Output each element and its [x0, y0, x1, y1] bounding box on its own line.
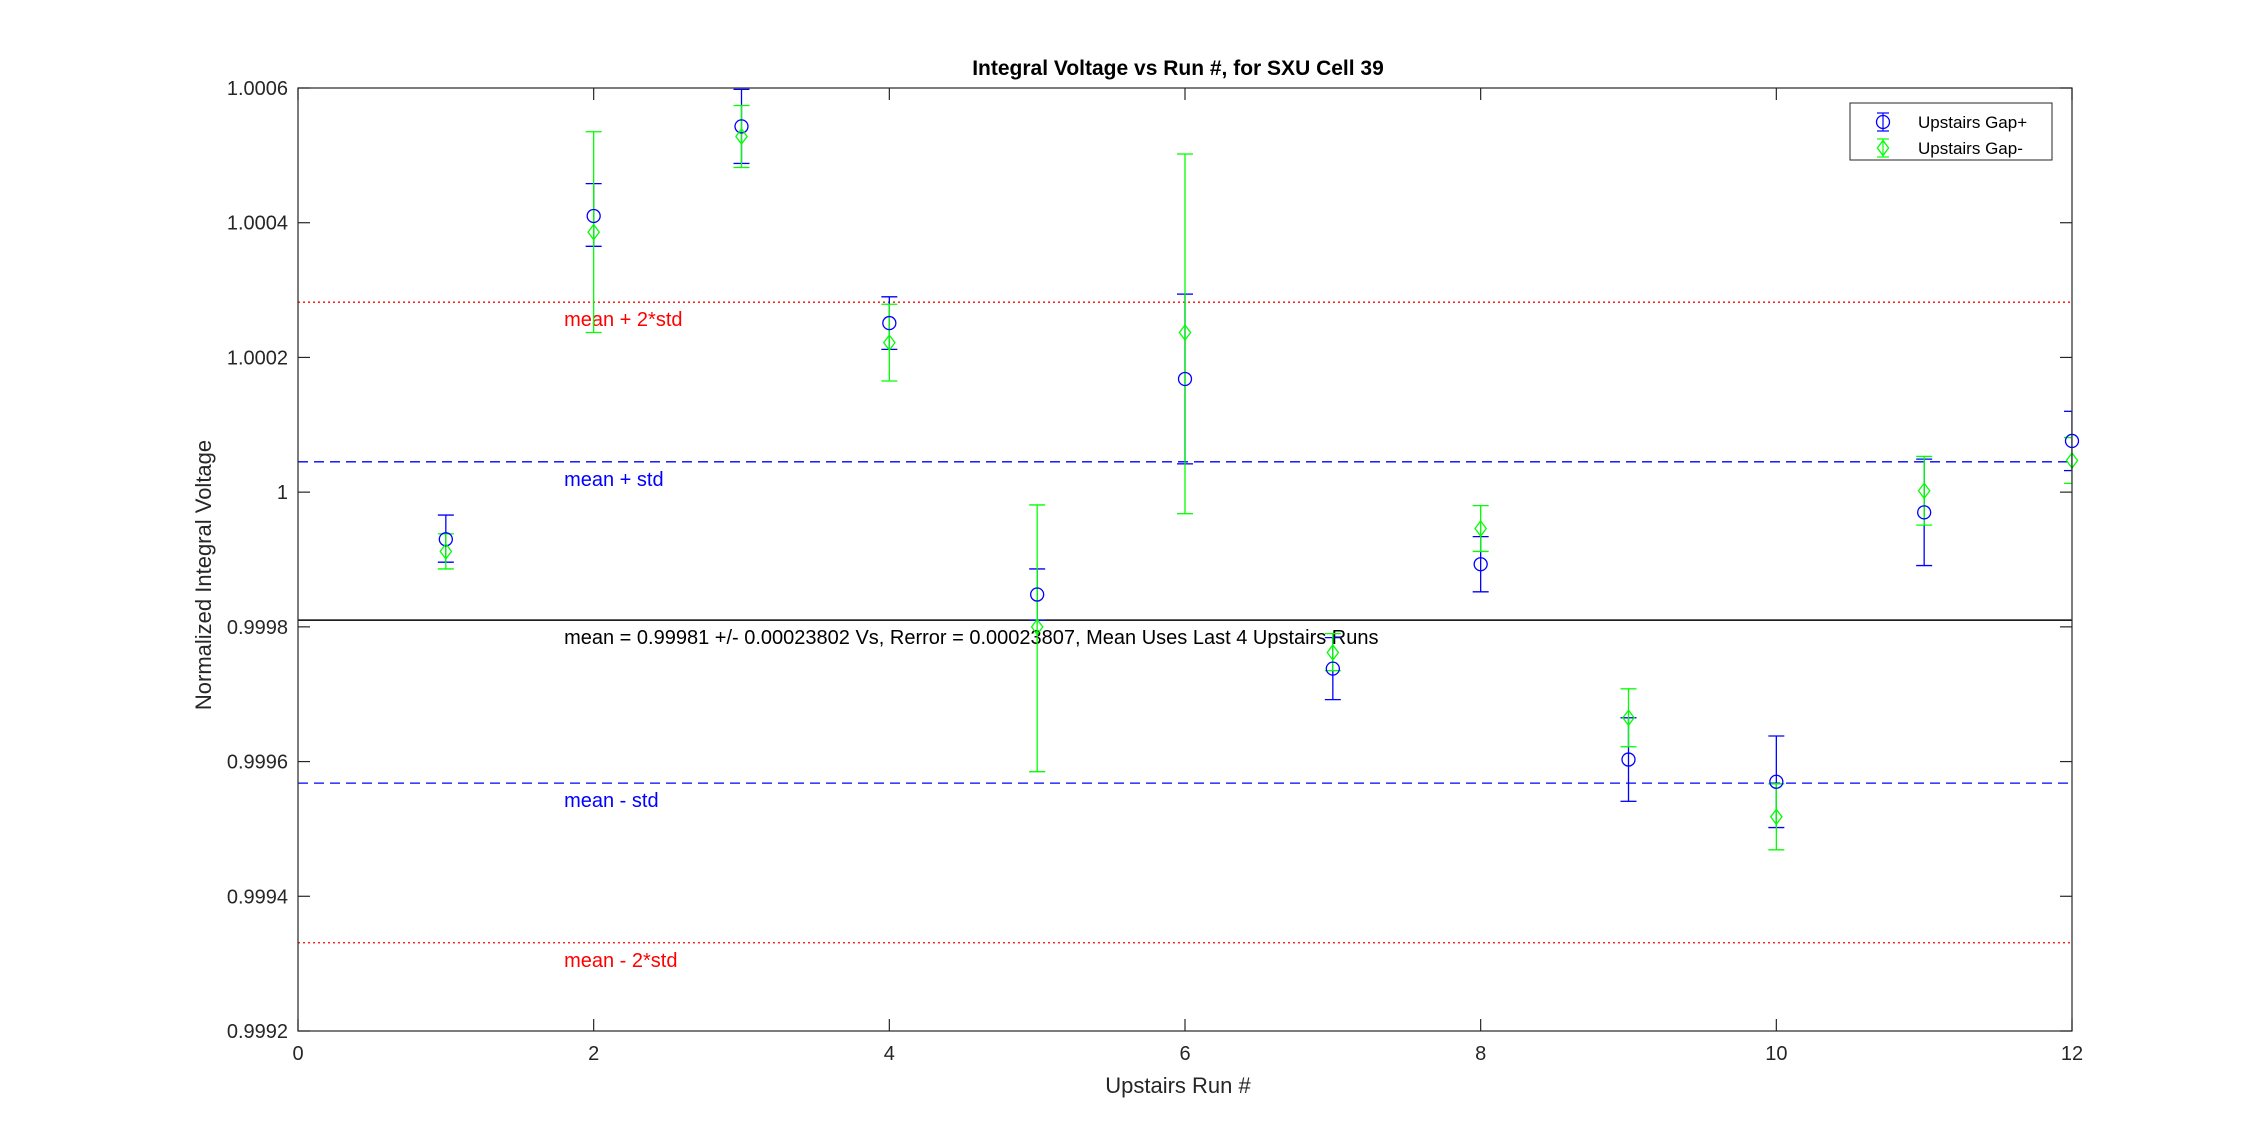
x-tick-label: 12	[2061, 1043, 2083, 1065]
y-tick-label: 1	[277, 482, 288, 504]
x-tick-label: 2	[588, 1043, 599, 1065]
reference-line-label: mean - 2*std	[564, 950, 677, 972]
data-point-gap-minus	[1474, 519, 1488, 538]
legend: Upstairs Gap+ Upstairs Gap-	[1849, 102, 2053, 161]
data-point-gap-minus	[439, 542, 453, 561]
y-tick-label: 0.9998	[227, 617, 288, 639]
legend-symbol-gap-plus	[1875, 112, 1891, 132]
reference-line-label: mean + std	[564, 469, 664, 491]
data-point-gap-minus	[1769, 808, 1783, 826]
data-point-gap-plus	[882, 315, 897, 331]
reference-labels-layer: mean + 2*std mean + std mean = 0.99981 +/-…	[564, 309, 1378, 972]
data-point-gap-minus	[1622, 709, 1635, 727]
y-tick-label: 1.0002	[227, 347, 288, 369]
data-point-gap-plus	[438, 532, 453, 547]
data-point-gap-plus	[1473, 557, 1488, 572]
reference-line-label: mean - std	[564, 790, 658, 812]
data-point-gap-minus	[1917, 482, 1931, 500]
data-point-gap-plus	[734, 119, 749, 134]
reference-line-label: mean + 2*std	[564, 309, 682, 331]
x-tick-label: 0	[292, 1043, 303, 1065]
data-point-gap-plus	[1325, 661, 1340, 676]
data-point-gap-plus	[1621, 752, 1636, 767]
x-axis-title: Upstairs Run #	[1105, 1073, 1251, 1098]
data-point-gap-minus	[1030, 618, 1044, 636]
legend-symbol-gap-minus	[1876, 138, 1890, 158]
markers-layer	[438, 119, 2080, 826]
data-point-gap-plus	[586, 208, 601, 224]
data-point-gap-plus	[1917, 505, 1932, 520]
y-tick-label: 0.9996	[227, 752, 288, 774]
y-tick-label: 1.0004	[227, 213, 288, 235]
x-tick-label: 8	[1475, 1043, 1486, 1065]
data-point-gap-minus	[882, 334, 896, 352]
x-tick-label: 6	[1179, 1043, 1190, 1065]
y-axis-title: Normalized Integral Voltage	[191, 440, 216, 710]
legend-marker-circle	[1875, 114, 1891, 130]
legend-label-gap-minus: Upstairs Gap-	[1918, 139, 2023, 158]
y-tick-label: 1.0006	[227, 78, 288, 100]
error-bars-layer	[437, 88, 2072, 851]
legend-marker-diamond	[1876, 139, 1890, 157]
data-point-gap-minus	[1326, 643, 1340, 662]
data-point-gap-plus	[1030, 587, 1045, 602]
legend-label-gap-plus: Upstairs Gap+	[1918, 113, 2027, 132]
data-point-gap-minus	[1178, 323, 1192, 342]
data-point-gap-plus	[1177, 371, 1193, 387]
axes-layer: 0 2 4 6 8 10 12 0.9992 0.9994 0.9996 0.9998 1 1.0002…	[227, 78, 2083, 1065]
x-tick-label: 4	[884, 1043, 895, 1065]
reference-line-label: mean = 0.99981 +/- 0.00023802 Vs, Rerror…	[564, 627, 1378, 649]
data-point-gap-minus	[587, 223, 601, 241]
y-tick-label: 0.9994	[227, 886, 288, 908]
y-tick-label: 0.9992	[227, 1021, 288, 1043]
data-point-gap-minus	[735, 127, 748, 146]
x-tick-label: 10	[1765, 1043, 1787, 1065]
data-point-gap-plus	[1769, 774, 1784, 789]
chart-title: Integral Voltage vs Run #, for SXU Cell …	[972, 57, 1384, 80]
